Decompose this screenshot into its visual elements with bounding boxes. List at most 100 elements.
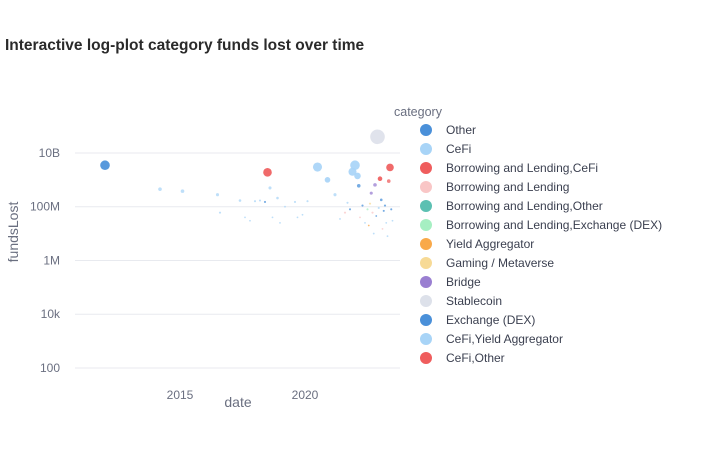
data-point[interactable] [301, 213, 304, 216]
legend-item[interactable]: Borrowing and Lending,Other [420, 199, 603, 213]
y-tick-label: 10B [39, 146, 60, 160]
data-point[interactable] [258, 199, 262, 202]
data-point[interactable] [253, 200, 257, 203]
legend-marker [420, 219, 432, 231]
data-point[interactable] [276, 196, 279, 200]
legend-item[interactable]: Bridge [420, 275, 481, 289]
legend-marker [420, 238, 432, 250]
data-point[interactable] [312, 162, 323, 172]
data-point[interactable] [284, 205, 286, 208]
legend-label: Exchange (DEX) [446, 313, 535, 327]
data-point[interactable] [383, 204, 387, 207]
data-point[interactable] [348, 208, 352, 211]
legend-marker [420, 181, 432, 193]
legend-item[interactable]: Borrowing and Lending [420, 180, 569, 194]
data-point[interactable] [367, 224, 370, 227]
grid [75, 152, 400, 369]
data-point[interactable] [158, 187, 162, 191]
data-point[interactable] [390, 208, 393, 211]
legend-item[interactable]: CeFi,Yield Aggregator [420, 332, 563, 346]
data-point[interactable] [100, 160, 110, 171]
data-point[interactable] [356, 183, 361, 188]
data-point[interactable] [371, 211, 374, 214]
chart-title: Interactive log-plot category funds lost… [5, 37, 365, 54]
y-tick-label: 100M [30, 200, 60, 214]
data-point[interactable] [381, 227, 384, 230]
data-point[interactable] [343, 211, 347, 214]
legend-item[interactable]: CeFi,Other [420, 351, 505, 365]
legend-marker [420, 333, 432, 345]
legend-item[interactable]: CeFi [420, 142, 471, 156]
data-point[interactable] [386, 235, 389, 238]
data-point[interactable] [350, 160, 360, 171]
data-point[interactable] [379, 198, 383, 202]
data-point[interactable] [373, 183, 377, 187]
data-point[interactable] [368, 202, 372, 205]
legend-marker [420, 143, 432, 155]
legend-marker [420, 257, 432, 269]
data-point[interactable] [324, 177, 331, 183]
legend-item[interactable]: Borrowing and Lending,Exchange (DEX) [420, 218, 662, 232]
legend-label: Stablecoin [446, 294, 502, 308]
data-point[interactable] [215, 193, 220, 197]
legend-label: CeFi,Other [446, 351, 505, 365]
legend-label: Borrowing and Lending,Exchange (DEX) [446, 218, 662, 232]
data-point[interactable] [377, 176, 383, 182]
legend-label: Gaming / Metaverse [446, 256, 554, 270]
data-point[interactable] [377, 206, 380, 209]
x-axis-title: date [224, 394, 251, 410]
legend-label: Other [446, 123, 476, 137]
data-point[interactable] [263, 168, 272, 177]
legend-item[interactable]: Stablecoin [420, 294, 502, 308]
data-point[interactable] [218, 211, 222, 214]
data-point[interactable] [375, 215, 378, 217]
data-point[interactable] [293, 200, 297, 204]
legend-item[interactable]: Exchange (DEX) [420, 313, 535, 327]
data-point[interactable] [339, 218, 341, 220]
data-point[interactable] [372, 232, 375, 235]
legend-item[interactable]: Gaming / Metaverse [420, 256, 554, 270]
legend-marker [420, 200, 432, 212]
data-point[interactable] [268, 186, 272, 190]
data-point[interactable] [306, 200, 309, 203]
legend-item[interactable]: Other [420, 123, 476, 137]
y-tick-label: 1M [43, 253, 60, 267]
data-point[interactable] [386, 179, 391, 183]
data-point[interactable] [369, 191, 373, 195]
data-point[interactable] [386, 163, 394, 172]
legend-item[interactable]: Yield Aggregator [420, 237, 534, 251]
data-point[interactable] [296, 216, 299, 219]
data-point[interactable] [370, 129, 385, 145]
legend-marker [420, 352, 432, 364]
data-points[interactable] [100, 129, 394, 238]
data-point[interactable] [333, 193, 337, 197]
data-point[interactable] [366, 208, 369, 211]
data-point[interactable] [238, 199, 242, 202]
data-point[interactable] [354, 172, 361, 180]
data-point[interactable] [391, 219, 394, 222]
data-point[interactable] [382, 209, 385, 212]
data-point[interactable] [361, 204, 364, 207]
legend-marker [420, 314, 432, 326]
data-point[interactable] [249, 219, 251, 222]
legend-label: Bridge [446, 275, 481, 289]
legend-label: Borrowing and Lending,Other [446, 199, 603, 213]
data-point[interactable] [180, 189, 185, 193]
legend-marker [420, 295, 432, 307]
data-point[interactable] [346, 201, 349, 204]
data-point[interactable] [364, 221, 366, 224]
legend-label: Borrowing and Lending,CeFi [446, 161, 598, 175]
data-point[interactable] [359, 216, 361, 219]
data-point[interactable] [244, 216, 246, 219]
data-point[interactable] [385, 221, 388, 224]
legend-item[interactable]: Borrowing and Lending,CeFi [420, 161, 598, 175]
data-point[interactable] [263, 200, 267, 204]
y-axis-title: fundsLost [5, 202, 21, 263]
legend[interactable]: category Other CeFi Borrowing and Lending,… [394, 105, 662, 365]
y-tick-label: 10k [41, 307, 61, 321]
y-tick-labels: 100 10k 1M 100M 10B [30, 146, 61, 375]
y-tick-label: 100 [40, 361, 60, 375]
data-point[interactable] [271, 216, 274, 219]
data-point[interactable] [279, 221, 281, 224]
